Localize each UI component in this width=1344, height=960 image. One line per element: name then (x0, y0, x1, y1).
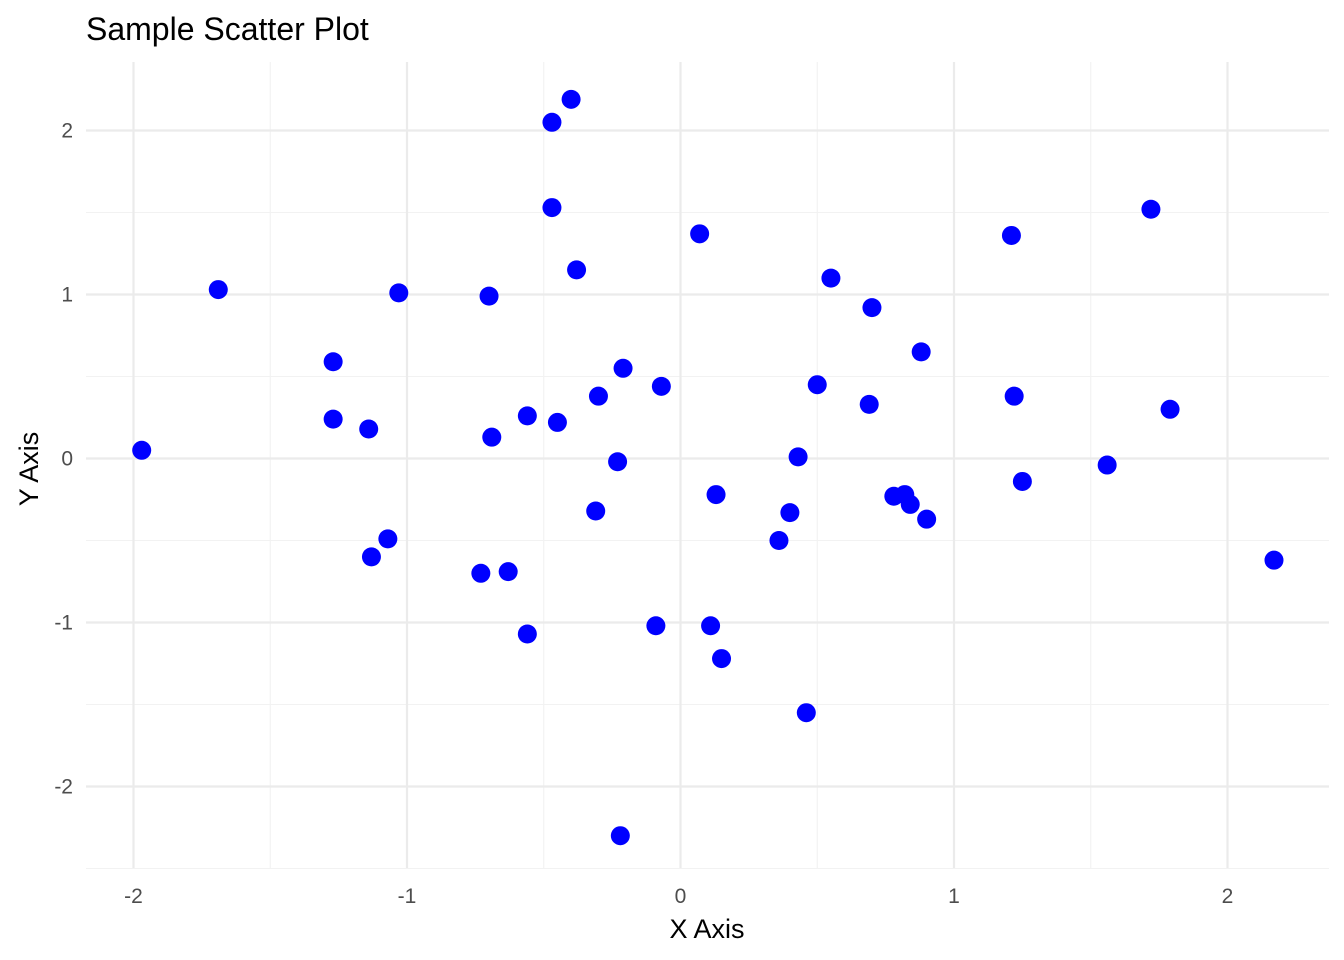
scatter-point (547, 412, 567, 432)
scatter-point (498, 562, 518, 582)
scatter-point (567, 260, 587, 280)
scatter-point (701, 616, 721, 636)
scatter-point (917, 509, 937, 529)
scatter-point (911, 342, 931, 362)
scatter-point (1141, 199, 1161, 219)
scatter-point (378, 529, 398, 549)
scatter-point (517, 624, 537, 644)
scatter-point (769, 531, 789, 550)
x-axis-title: X Axis (669, 914, 744, 944)
scatter-point (646, 616, 666, 636)
scatter-point (900, 494, 920, 514)
y-tick-label: 1 (61, 284, 73, 307)
scatter-point (613, 358, 633, 378)
x-tick-label: -2 (124, 885, 143, 908)
y-tick-label: 0 (61, 448, 73, 471)
y-tick-label: -1 (54, 612, 73, 635)
scatter-point (780, 503, 800, 523)
scatter-point (471, 563, 491, 583)
scatter-point (561, 89, 581, 109)
scatter-point (323, 409, 343, 429)
scatter-point (1012, 471, 1032, 491)
scatter-point (1001, 225, 1021, 245)
y-tick-label: 2 (61, 120, 73, 143)
scatter-point (389, 283, 409, 303)
y-axis-title: Y Axis (14, 432, 44, 507)
scatter-point (208, 280, 228, 300)
scatter-point (588, 386, 608, 406)
x-axis-tick-labels: -2 -1 0 1 2 (124, 885, 1233, 908)
scatter-point (1097, 455, 1117, 475)
scatter-point (1160, 399, 1180, 419)
data-points (132, 89, 1284, 846)
y-tick-label: -2 (54, 776, 73, 799)
scatter-point (712, 649, 732, 669)
scatter-point (608, 452, 628, 472)
scatter-point (517, 406, 537, 426)
x-tick-label: 0 (675, 885, 687, 908)
scatter-point (821, 268, 841, 288)
scatter-point (542, 198, 562, 218)
scatter-point (1004, 386, 1024, 406)
scatter-point (542, 112, 562, 132)
scatter-point (323, 352, 343, 372)
x-tick-label: 1 (948, 885, 960, 908)
scatter-point (479, 286, 499, 306)
major-gridlines (86, 62, 1329, 868)
scatter-point (482, 427, 502, 447)
y-axis-tick-labels: -2 -1 0 1 2 (54, 120, 73, 799)
plot-panel (86, 62, 1329, 870)
scatter-point (859, 394, 879, 414)
scatter-point (361, 547, 381, 567)
scatter-point (610, 826, 630, 846)
scatter-point (807, 375, 827, 395)
scatter-point (1264, 550, 1284, 570)
scatter-point (359, 419, 379, 439)
scatter-point (132, 440, 152, 460)
scatter-point (651, 376, 671, 396)
scatter-point (586, 501, 606, 521)
scatter-point (796, 703, 816, 723)
x-tick-label: -1 (398, 885, 417, 908)
scatter-point (788, 447, 808, 467)
x-tick-label: 2 (1222, 885, 1234, 908)
minor-gridlines (86, 62, 1329, 870)
scatter-point (690, 224, 710, 244)
chart-title: Sample Scatter Plot (86, 11, 369, 47)
scatter-point (706, 485, 726, 505)
scatter-point (862, 298, 882, 318)
